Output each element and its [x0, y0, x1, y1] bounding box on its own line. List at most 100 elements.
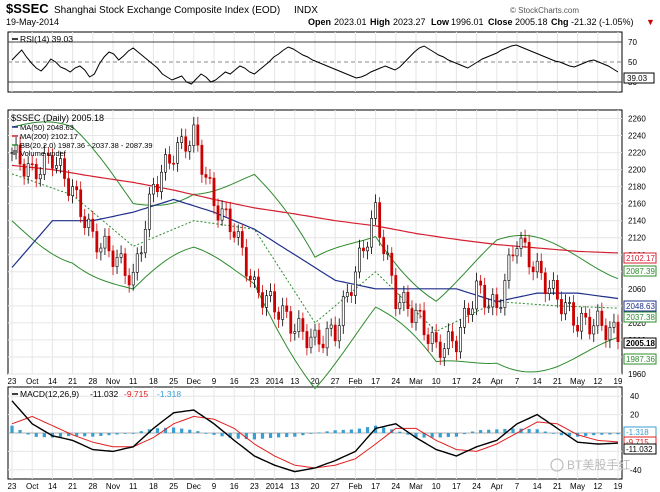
candle-body [584, 312, 588, 318]
candle-body [176, 142, 180, 164]
macd-histogram-bar [543, 431, 547, 433]
grid-layer: 23 23 Oct Oct 14 14 21 21 28 28 Nov Nov 11 11 18 18 25 25… [8, 32, 623, 491]
macd-histogram-bar [301, 433, 305, 436]
x-tick-label: 27 [331, 377, 340, 386]
candle-body [366, 246, 369, 252]
candle-body [572, 302, 575, 326]
candle-body [374, 202, 378, 219]
candle-body [212, 177, 216, 207]
candle-body [38, 174, 42, 180]
close-value: 2005.18 [515, 17, 548, 27]
x-tick-label: 14 [48, 377, 57, 386]
wechat-icon [550, 458, 564, 472]
open-value: 2023.01 [334, 17, 367, 27]
candle-body [289, 311, 293, 334]
price-y-tick: 2120 [628, 234, 646, 243]
candle-body [426, 334, 430, 344]
x-tick-label: 17 [371, 377, 380, 386]
price-y-tick: 2160 [628, 200, 646, 209]
x-tick-label-bottom: 14 [48, 482, 57, 491]
candle-body [491, 294, 495, 308]
candle-body [269, 291, 272, 296]
candle-body [560, 298, 563, 315]
macd-histogram-bar [123, 433, 127, 434]
x-tick-label-bottom: 7 [515, 482, 520, 491]
macd-tags: -1.318 -9.715 -11.032 [623, 426, 657, 455]
price-y-tick: 2220 [628, 149, 646, 158]
macd-histogram-bar [406, 433, 410, 435]
candle-body [301, 318, 305, 332]
macd-histogram-bar [608, 433, 612, 435]
x-tick-label: 23 [250, 377, 259, 386]
candle-body [471, 308, 474, 315]
candle-body [236, 231, 240, 238]
price-y-tick: 2240 [628, 132, 646, 141]
candle-body [261, 292, 264, 308]
bb-upper-line [11, 121, 619, 302]
macd-histogram-bar [236, 433, 240, 439]
candle-body [438, 341, 442, 358]
candle-body [576, 324, 580, 332]
x-tick-label: 21 [553, 377, 562, 386]
candle-body [406, 291, 410, 310]
candle-body [564, 302, 567, 315]
x-tick-label-bottom: Feb [349, 482, 363, 491]
candle-body [519, 237, 523, 249]
candle-body [495, 294, 499, 309]
price-y-tick: 2060 [628, 285, 646, 294]
x-tick-label: 28 [88, 377, 97, 386]
x-tick-label-bottom: 13 [290, 482, 299, 491]
candle-body [71, 186, 75, 196]
price-y-tick: 2020 [628, 319, 646, 328]
x-tick-label: 10 [432, 377, 441, 386]
x-tick-label-bottom: 25 [169, 482, 178, 491]
candle-body [434, 332, 438, 343]
tag-ma50: 2048.63 [626, 302, 655, 311]
candle-body [160, 171, 163, 193]
macd-histogram-bar [163, 427, 168, 433]
candle-body [240, 231, 244, 248]
candle-body [463, 307, 466, 328]
macd-legend: MACD(12,26,9) -11.032 -9.715 -1.318 [12, 389, 181, 399]
candle-body [531, 266, 535, 273]
macd-histogram-bar [172, 427, 176, 433]
macd-histogram-bar [462, 433, 467, 435]
candle-body [192, 124, 196, 146]
hist-legend-value: -1.318 [157, 389, 181, 399]
macd-histogram-bar [131, 433, 135, 434]
macd-histogram-bar [398, 431, 402, 433]
candle-body [30, 163, 34, 166]
macd-histogram-bar [66, 433, 71, 437]
candle-body [382, 237, 386, 255]
candle-body [228, 208, 232, 233]
macd-line [11, 400, 619, 473]
candle-body [46, 153, 50, 156]
candle-body [285, 305, 289, 312]
x-tick-label-bottom: Dec [187, 482, 201, 491]
x-tick-label: 23 [8, 377, 17, 386]
candle-body [309, 336, 313, 349]
candle-body [450, 331, 454, 342]
candle-body [224, 208, 228, 211]
macd-histogram-bar [220, 433, 224, 437]
macd-histogram-bar [268, 433, 273, 438]
candle-body [467, 307, 470, 315]
candle-body [321, 343, 325, 349]
candle-body [50, 155, 54, 169]
candle-body [281, 305, 285, 320]
macd-y-tick: -40 [630, 466, 642, 475]
x-tick-label-bottom: 23 [8, 482, 17, 491]
candle-body [111, 250, 115, 267]
candle-body [390, 252, 394, 276]
x-tick-label-bottom: 14 [533, 482, 542, 491]
x-tick-label-bottom: May [570, 482, 585, 491]
candle-body [604, 325, 608, 341]
macd-legend-value: -11.032 [90, 389, 118, 399]
bb-legend: BB(20,2.0) 1987.36 - 2037.38 - 2087.39 [20, 141, 153, 150]
bb-mid-line [11, 173, 619, 333]
candle-body [18, 144, 22, 165]
candle-body [539, 260, 543, 274]
x-tick-label-bottom: 17 [452, 482, 461, 491]
tag-close: 2005.18 [626, 339, 655, 348]
macd-histogram-bar [616, 433, 620, 435]
